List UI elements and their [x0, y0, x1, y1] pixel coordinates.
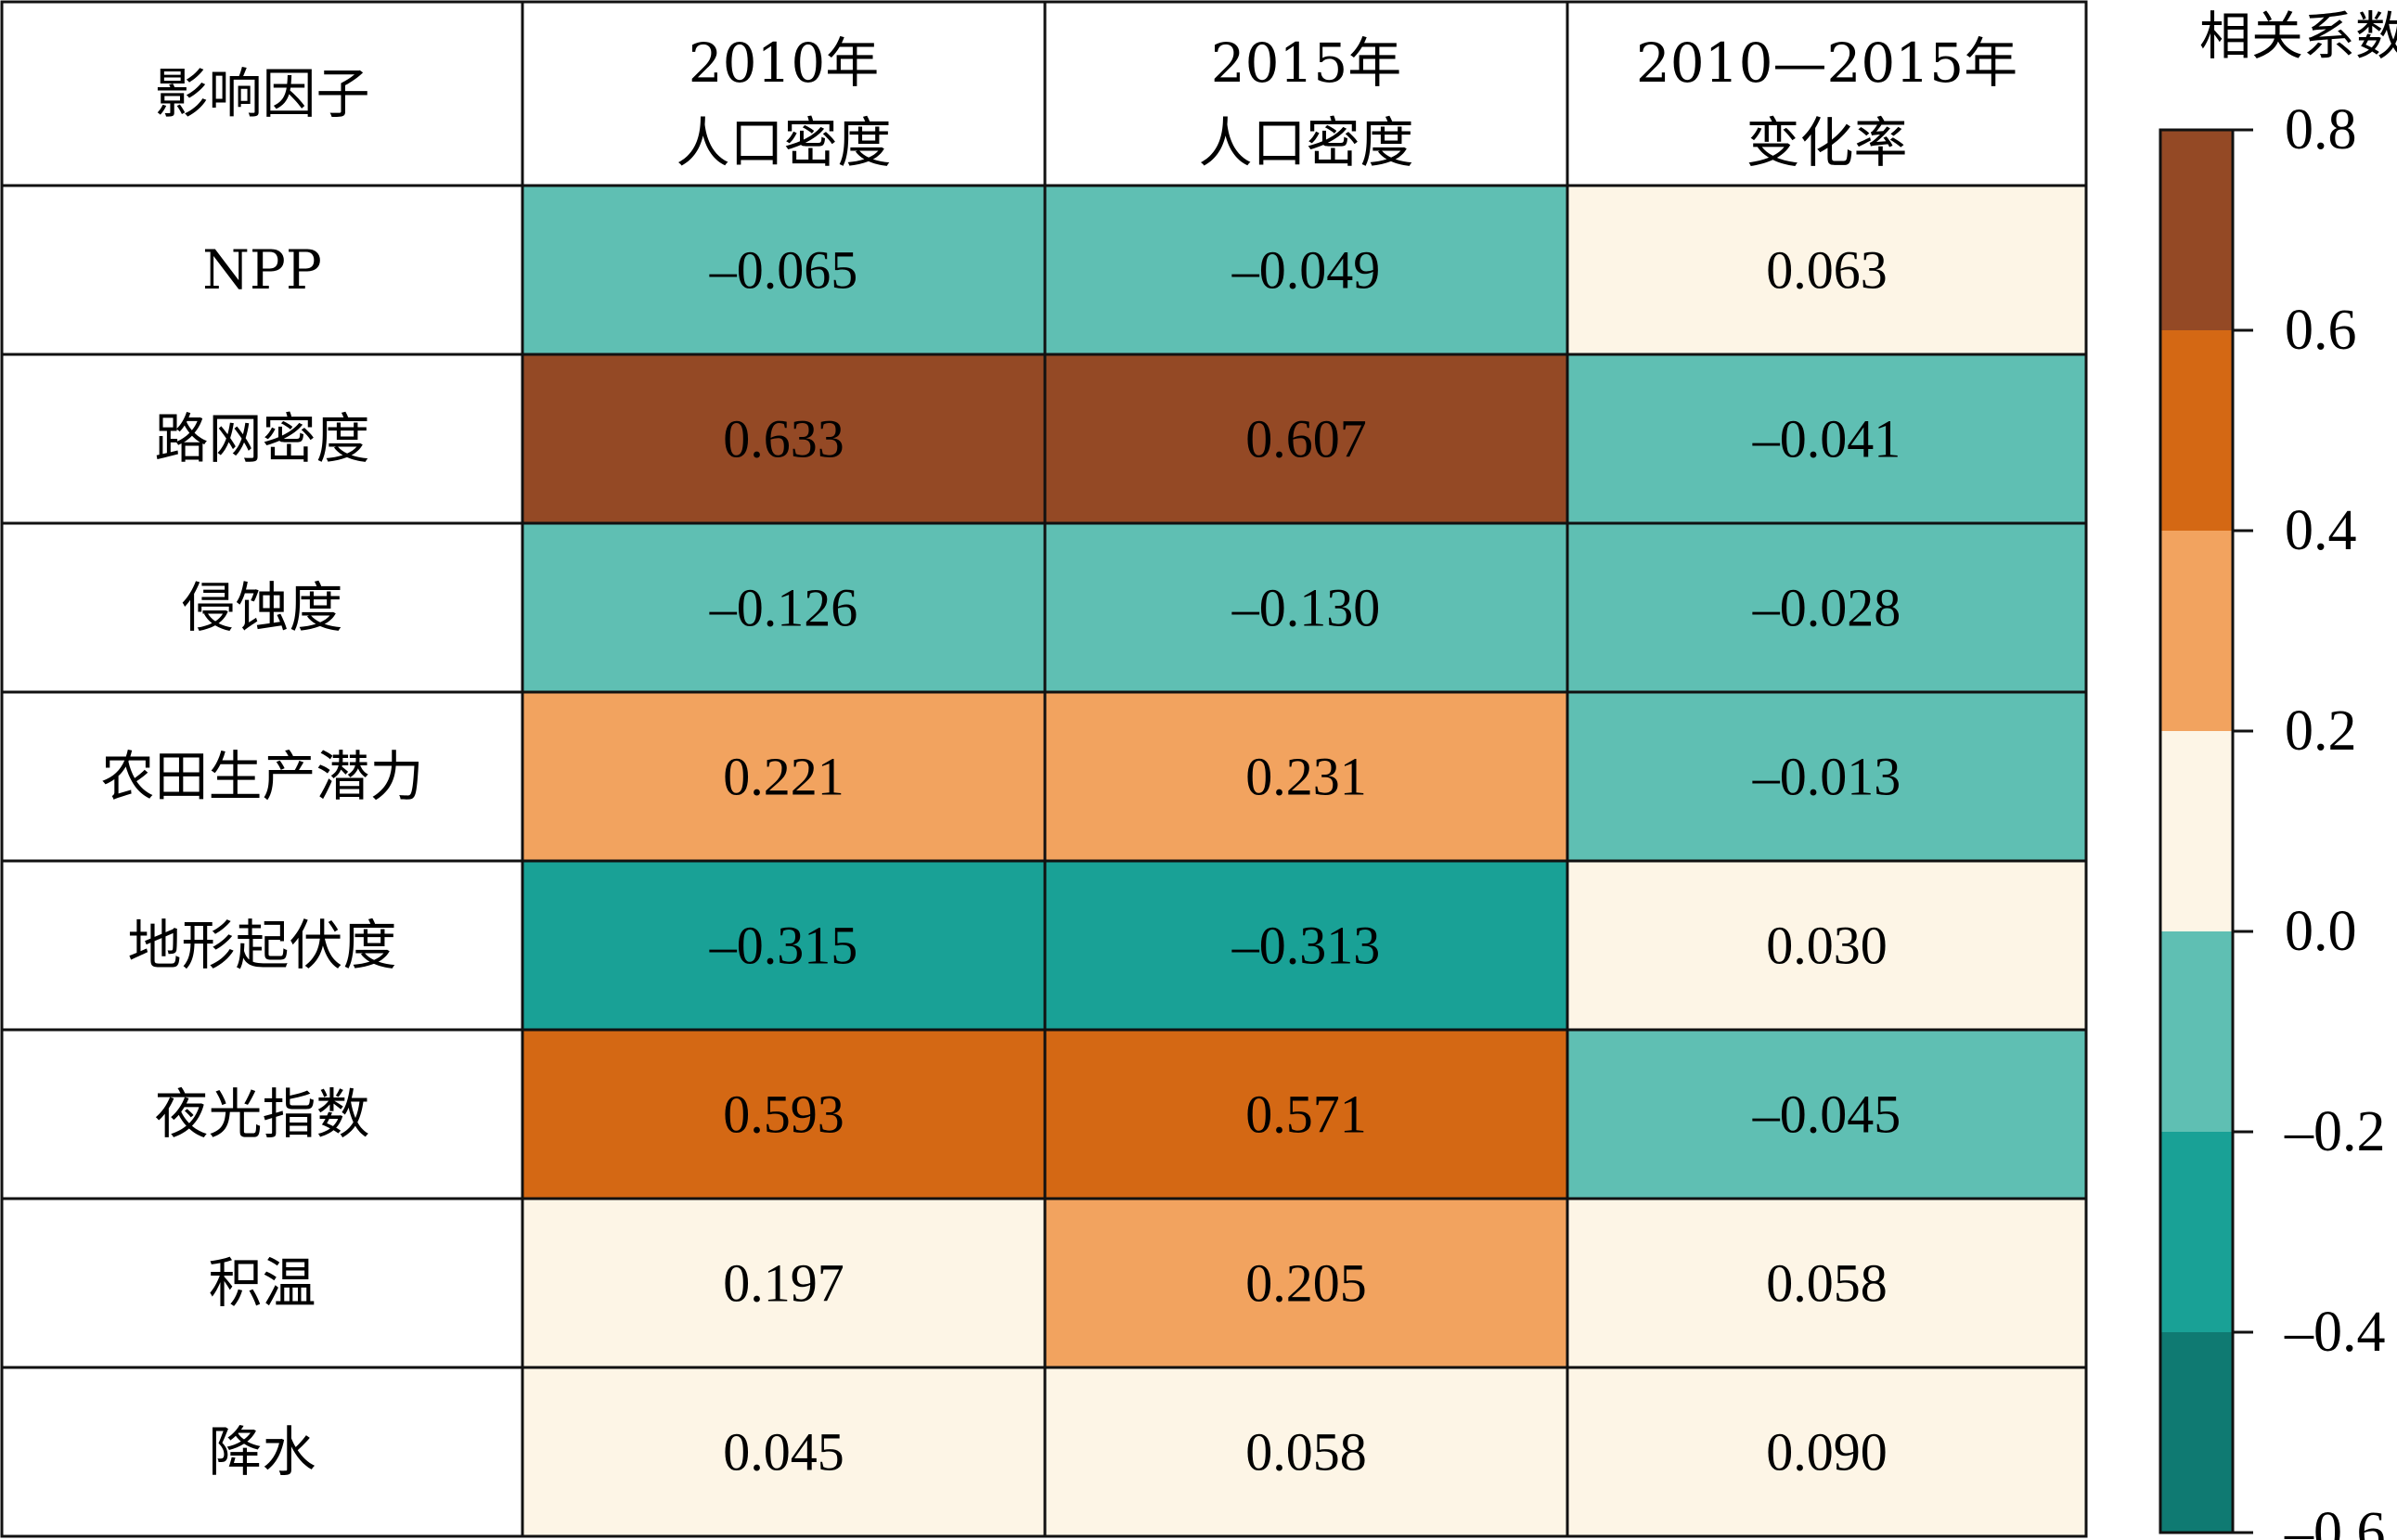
heatmap-cell	[521, 521, 1047, 694]
heatmap-cell	[1566, 521, 2088, 694]
cell-value-label: 0.058	[1766, 1253, 1888, 1314]
heatmap-cell	[1043, 859, 1569, 1032]
row-label-cell	[0, 1028, 524, 1200]
heatmap-cell	[1043, 1366, 1569, 1538]
colorbar-tick-label: –0.6	[2284, 1501, 2386, 1540]
heatmap-cell	[1566, 690, 2088, 863]
colorbar-tick-label: –0.4	[2284, 1301, 2386, 1364]
column-header-label: 人口密度	[1198, 111, 1413, 174]
row-label-cell	[0, 521, 524, 694]
cell-value-label: 0.633	[723, 409, 844, 469]
column-header-label: 2015年	[1211, 32, 1402, 95]
row-label: 地形起伏度	[127, 914, 396, 977]
heatmap-cell	[521, 184, 1047, 356]
cell-value-label: –0.126	[709, 578, 858, 638]
header-cell-corner	[0, 0, 524, 187]
cell-value-label: –0.028	[1752, 578, 1901, 638]
column-header-label: 2010—2015年	[1636, 32, 2017, 95]
colorbar-bin	[2160, 130, 2233, 330]
heatmap-cell	[521, 353, 1047, 525]
row-label: 路网密度	[154, 407, 369, 470]
heatmap-cell	[1043, 690, 1569, 863]
colorbar-legend: 相关系数 0.8 0.6 0.4 0.2 0.0 –0.2 –0.4 –0.6	[2159, 7, 2397, 1540]
cell-value-label: 0.090	[1766, 1422, 1888, 1482]
heatmap-cell	[1566, 184, 2088, 356]
row-label: 降水	[208, 1420, 316, 1483]
cell-value-label: 0.030	[1766, 916, 1888, 976]
colorbar-tick-label: 0.6	[2285, 299, 2357, 362]
colorbar-bin	[2160, 330, 2233, 531]
colorbar-bin	[2160, 731, 2233, 931]
cell-value-label: 0.045	[723, 1422, 844, 1482]
cell-value-label: –0.315	[709, 916, 858, 976]
row-label: 夜光指数	[154, 1083, 369, 1146]
row-label-cell	[0, 859, 524, 1032]
cell-value-label: –0.041	[1752, 409, 1901, 469]
column-header-label: 变化率	[1746, 111, 1907, 174]
colorbar-bin	[2160, 931, 2233, 1132]
colorbar-tick-label: 0.8	[2285, 98, 2357, 161]
row-label: NPP	[202, 238, 322, 302]
colorbar-bin	[2160, 1132, 2233, 1332]
colorbar-tick-label: –0.2	[2284, 1100, 2386, 1163]
column-header-label: 2010年	[689, 32, 880, 95]
cell-value-label: 0.221	[723, 747, 844, 807]
header-cell	[1566, 0, 2088, 187]
colorbar-bin	[2160, 1332, 2233, 1533]
column-header-label: 人口密度	[676, 111, 891, 174]
heatmap-cell	[1566, 1366, 2088, 1538]
cell-value-label: –0.130	[1231, 578, 1381, 638]
cell-value-label: 0.231	[1245, 747, 1367, 807]
row-label-cell	[0, 690, 524, 863]
heatmap-cell	[1043, 1028, 1569, 1200]
cell-value-label: 0.063	[1766, 240, 1888, 301]
heatmap-cell	[1566, 859, 2088, 1032]
colorbar-tick-label: 0.4	[2285, 499, 2357, 562]
cell-value-label: 0.607	[1245, 409, 1367, 469]
row-label-cell	[0, 1197, 524, 1369]
cell-value-label: 0.058	[1245, 1422, 1367, 1482]
colorbar-frame	[2159, 128, 2235, 1534]
row-label: 积温	[208, 1251, 316, 1315]
row-label: 农田生产潜力	[100, 745, 423, 808]
header-cell	[1043, 0, 1569, 187]
cell-value-label: 0.197	[723, 1253, 844, 1314]
heatmap-cell	[1043, 521, 1569, 694]
colorbar-tick-label: 0.2	[2285, 699, 2357, 763]
heatmap-cell	[521, 690, 1047, 863]
row-label-cell	[0, 184, 524, 356]
cell-value-label: –0.045	[1752, 1084, 1901, 1145]
cell-value-label: –0.065	[709, 240, 858, 301]
row-label: 侵蚀度	[181, 576, 342, 639]
heatmap-cell	[1566, 353, 2088, 525]
colorbar-bin	[2160, 531, 2233, 731]
heatmap-cell	[521, 1366, 1047, 1538]
header-corner-label: 影响因子	[154, 62, 369, 125]
heatmap-cell	[521, 859, 1047, 1032]
header-cell	[521, 0, 1047, 187]
heatmap-cell	[1043, 1197, 1569, 1369]
cell-value-label: –0.013	[1752, 747, 1901, 807]
cell-value-label: –0.049	[1231, 240, 1381, 301]
cell-value-label: 0.593	[723, 1084, 844, 1145]
colorbar-tick-label: 0.0	[2285, 900, 2357, 963]
cell-value-label: 0.205	[1245, 1253, 1367, 1314]
cell-value-label: 0.571	[1245, 1084, 1367, 1145]
heatmap-cell	[1566, 1028, 2088, 1200]
colorbar-title: 相关系数	[2199, 7, 2397, 68]
cell-value-label: –0.313	[1231, 916, 1381, 976]
